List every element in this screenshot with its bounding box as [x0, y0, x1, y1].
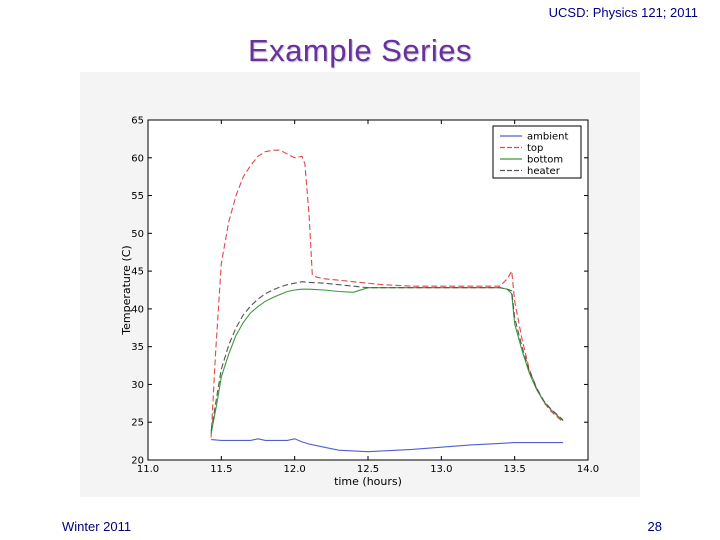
line-chart: 20 25 30 35 40 45 50 55 60 65 11.0 11.5 12.0 12.5 13.…: [120, 116, 599, 489]
x-tick-label: 12.5: [357, 464, 379, 475]
legend-label: ambient: [527, 132, 568, 143]
y-tick-label: 25: [131, 418, 144, 429]
page-number: 28: [647, 519, 662, 534]
y-tick-label: 60: [131, 153, 144, 164]
series-line-bottom: [210, 287, 564, 434]
x-tick-label: 12.0: [284, 464, 306, 475]
series-line-top: [210, 149, 564, 438]
footer-term: Winter 2011: [62, 519, 132, 534]
header-note: UCSD: Physics 121; 2011: [548, 5, 698, 20]
y-tick-label: 65: [131, 116, 144, 127]
series-line-ambient: [211, 438, 564, 453]
x-tick-label: 11.0: [137, 464, 159, 475]
slide-title: Example Series: [247, 33, 473, 68]
y-tick-label: 55: [131, 191, 144, 202]
y-axis-label: Temperature (C): [120, 245, 133, 335]
x-axis-ticks: 11.0 11.5 12.0 12.5 13.0 13.5 14.0: [137, 120, 599, 475]
y-axis-ticks: 20 25 30 35 40 45 50 55 60 65: [131, 116, 588, 467]
x-axis-label: time (hours): [334, 475, 402, 488]
y-tick-label: 20: [131, 456, 144, 467]
legend-label: bottom: [527, 155, 563, 166]
series-group: [210, 149, 564, 453]
y-tick-label: 35: [131, 342, 144, 353]
legend-label: top: [527, 143, 543, 154]
x-tick-label: 13.5: [504, 464, 526, 475]
y-tick-label: 45: [131, 267, 144, 278]
chart-figure: 20 25 30 35 40 45 50 55 60 65 11.0 11.5 12.0 12.5 13.…: [80, 72, 640, 497]
legend-box: [492, 125, 582, 179]
y-tick-label: 30: [131, 380, 144, 391]
y-tick-label: 50: [131, 229, 144, 240]
y-tick-label: 40: [131, 304, 144, 315]
x-tick-label: 14.0: [577, 464, 599, 475]
x-tick-label: 13.0: [430, 464, 452, 475]
x-tick-label: 11.5: [210, 464, 232, 475]
series-line-heater: [210, 281, 564, 432]
legend-label: heater: [527, 166, 561, 177]
